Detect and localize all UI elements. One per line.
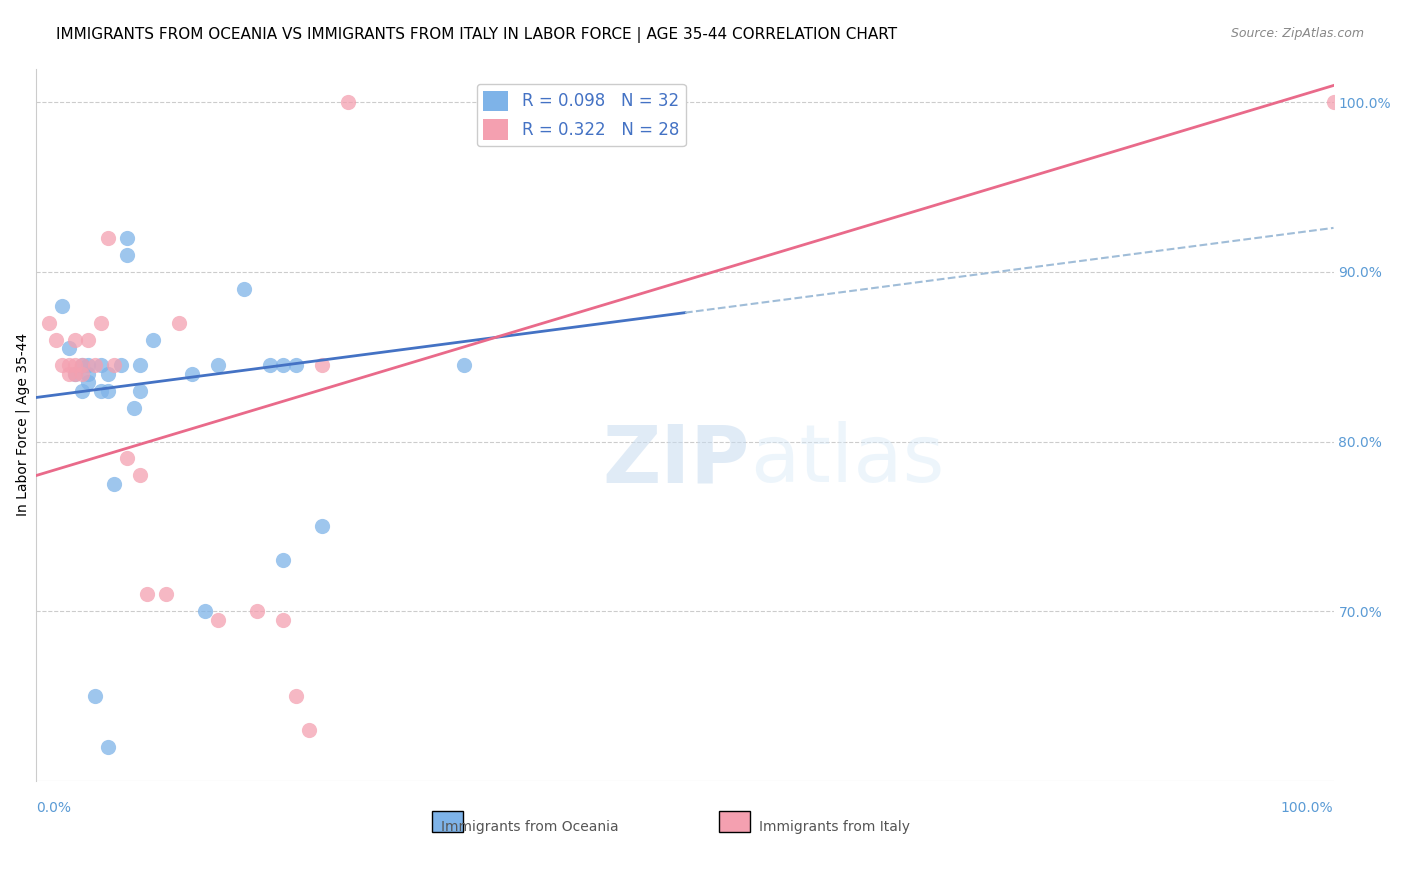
Point bbox=[58, 367, 80, 381]
Point bbox=[207, 613, 229, 627]
Point bbox=[181, 367, 204, 381]
Text: IMMIGRANTS FROM OCEANIA VS IMMIGRANTS FROM ITALY IN LABOR FORCE | AGE 35-44 CORR: IMMIGRANTS FROM OCEANIA VS IMMIGRANTS FR… bbox=[56, 27, 897, 43]
Point bbox=[453, 358, 475, 372]
Point bbox=[70, 384, 93, 398]
Point bbox=[155, 587, 177, 601]
Point bbox=[115, 248, 138, 262]
Point bbox=[77, 358, 100, 372]
Point bbox=[90, 358, 112, 372]
Point bbox=[284, 358, 307, 372]
Point bbox=[90, 316, 112, 330]
Point bbox=[97, 739, 120, 754]
Point bbox=[298, 723, 321, 737]
Point bbox=[129, 468, 152, 483]
Point bbox=[311, 519, 333, 533]
Point bbox=[103, 477, 125, 491]
Point bbox=[70, 358, 93, 372]
Point bbox=[70, 367, 93, 381]
Point bbox=[336, 95, 359, 110]
Point bbox=[115, 451, 138, 466]
Point bbox=[194, 604, 217, 618]
Point bbox=[207, 358, 229, 372]
Y-axis label: In Labor Force | Age 35-44: In Labor Force | Age 35-44 bbox=[15, 333, 30, 516]
Point bbox=[77, 375, 100, 389]
Text: Immigrants from Italy: Immigrants from Italy bbox=[759, 820, 910, 834]
Point bbox=[311, 358, 333, 372]
Point bbox=[246, 604, 269, 618]
Point bbox=[77, 367, 100, 381]
Point bbox=[58, 358, 80, 372]
Text: 0.0%: 0.0% bbox=[37, 801, 72, 815]
Point bbox=[97, 231, 120, 245]
Point bbox=[284, 689, 307, 703]
Point bbox=[90, 384, 112, 398]
Point bbox=[271, 553, 294, 567]
Point bbox=[167, 316, 190, 330]
Point bbox=[135, 587, 157, 601]
Point bbox=[271, 613, 294, 627]
Point bbox=[38, 316, 60, 330]
FancyBboxPatch shape bbox=[432, 811, 463, 832]
Text: atlas: atlas bbox=[749, 421, 945, 500]
Point bbox=[115, 231, 138, 245]
Point bbox=[122, 401, 145, 415]
Point bbox=[142, 333, 165, 347]
Point bbox=[51, 299, 73, 313]
Point bbox=[259, 358, 281, 372]
Point bbox=[97, 367, 120, 381]
Text: Immigrants from Oceania: Immigrants from Oceania bbox=[440, 820, 619, 834]
Point bbox=[65, 358, 87, 372]
Point bbox=[58, 341, 80, 355]
Point bbox=[97, 384, 120, 398]
Point bbox=[70, 358, 93, 372]
Point bbox=[51, 358, 73, 372]
Point bbox=[129, 384, 152, 398]
Point bbox=[271, 358, 294, 372]
Point bbox=[77, 333, 100, 347]
Point bbox=[1322, 95, 1344, 110]
Point bbox=[65, 333, 87, 347]
Text: Source: ZipAtlas.com: Source: ZipAtlas.com bbox=[1230, 27, 1364, 40]
Text: 100.0%: 100.0% bbox=[1281, 801, 1333, 815]
Point bbox=[65, 367, 87, 381]
Point bbox=[83, 358, 105, 372]
Point bbox=[83, 689, 105, 703]
Point bbox=[45, 333, 67, 347]
Legend: R = 0.098   N = 32, R = 0.322   N = 28: R = 0.098 N = 32, R = 0.322 N = 28 bbox=[477, 84, 686, 146]
Point bbox=[103, 358, 125, 372]
Point bbox=[65, 367, 87, 381]
Text: ZIP: ZIP bbox=[603, 421, 749, 500]
Point bbox=[110, 358, 132, 372]
FancyBboxPatch shape bbox=[718, 811, 749, 832]
Point bbox=[129, 358, 152, 372]
Point bbox=[233, 282, 256, 296]
